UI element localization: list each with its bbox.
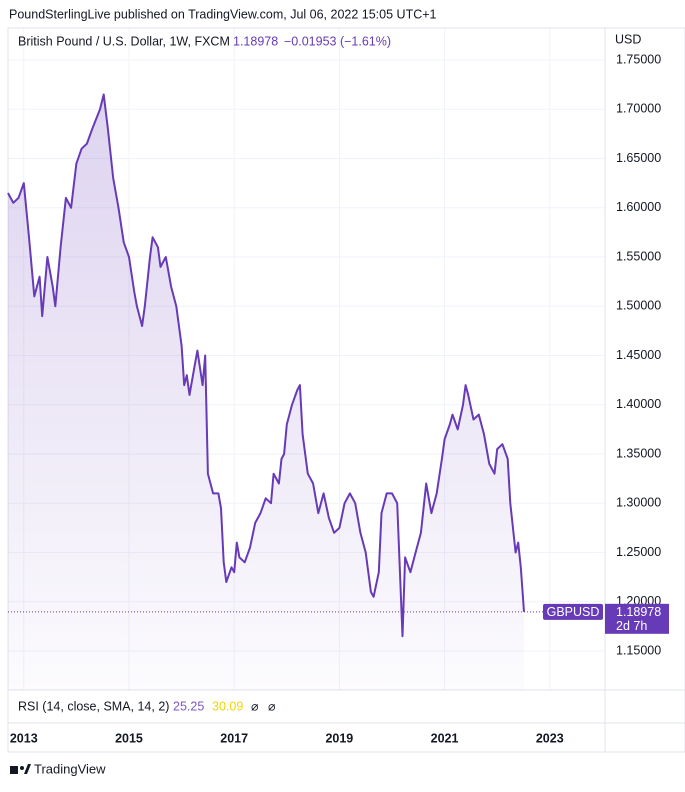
x-tick-label: 2019 bbox=[325, 731, 353, 745]
y-tick-label: 1.15000 bbox=[616, 643, 661, 657]
x-tick-label: 2023 bbox=[536, 731, 564, 745]
price-tag-countdown: 2d 7h bbox=[616, 619, 647, 633]
area bbox=[8, 94, 524, 690]
rsi-na: ⌀ bbox=[251, 699, 259, 713]
price-tag-bg bbox=[605, 603, 669, 634]
footer-logo-text: TradingView bbox=[34, 761, 106, 776]
x-tick-label: 2015 bbox=[115, 731, 143, 745]
header: PoundSterlingLive published on TradingVi… bbox=[9, 7, 437, 21]
x-tick-label: 2013 bbox=[10, 731, 38, 745]
rsi-sma: 30.09 bbox=[212, 699, 243, 713]
y-tick-label: 1.75000 bbox=[616, 52, 661, 66]
y-tick-label: 1.40000 bbox=[616, 397, 661, 411]
y-tick-label: 1.65000 bbox=[616, 151, 661, 165]
price-tag-price: 1.18978 bbox=[616, 605, 661, 619]
price-tag-symbol: GBPUSD bbox=[547, 605, 600, 619]
price-tag-symbol-bg bbox=[543, 603, 603, 620]
rsi-value: 25.25 bbox=[173, 699, 204, 713]
currency: USD bbox=[615, 32, 641, 46]
legend-price: 1.18978 bbox=[233, 34, 278, 48]
x-tick-label: 2017 bbox=[220, 731, 248, 745]
y-tick-label: 1.60000 bbox=[616, 200, 661, 214]
y-tick-label: 1.45000 bbox=[616, 348, 661, 362]
y-tick-label: 1.25000 bbox=[616, 545, 661, 559]
legend-change: −0.01953 (−1.61%) bbox=[284, 34, 391, 48]
y-tick-label: 1.70000 bbox=[616, 102, 661, 116]
y-tick-label: 1.50000 bbox=[616, 299, 661, 313]
y-tick-label: 1.30000 bbox=[616, 496, 661, 510]
legend-symbol: British Pound / U.S. Dollar, 1W, FXCM bbox=[18, 34, 230, 48]
rsi-label: RSI (14, close, SMA, 14, 2) bbox=[18, 699, 169, 713]
y-tick-label: 1.35000 bbox=[616, 446, 661, 460]
rsi-na: ⌀ bbox=[268, 699, 276, 713]
line bbox=[7, 93, 525, 638]
y-tick-label: 1.55000 bbox=[616, 249, 661, 263]
logo bbox=[10, 764, 31, 774]
x-tick-label: 2021 bbox=[431, 731, 459, 745]
